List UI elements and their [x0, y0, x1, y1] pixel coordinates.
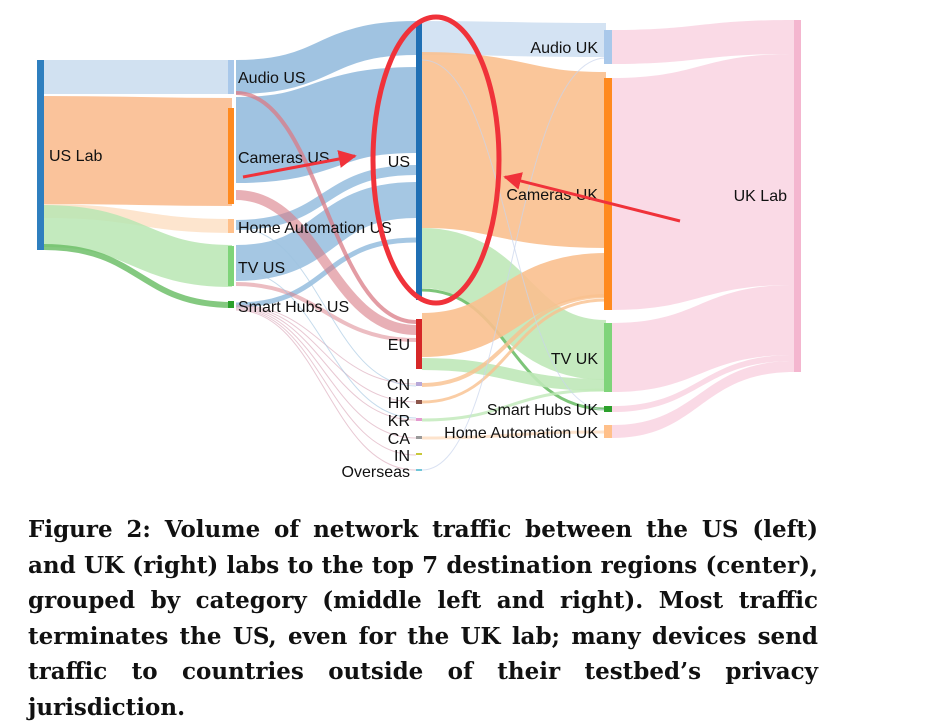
node-bar-home-uk — [604, 425, 612, 438]
link-thin-4 — [235, 307, 417, 439]
link-us-cameras-uk — [420, 52, 607, 248]
link-home-us-us — [235, 165, 417, 230]
link-hk-cameras-uk — [421, 298, 607, 404]
label-cn: CN — [387, 377, 410, 394]
node-bar-in — [416, 453, 422, 455]
node-bar-audio-uk — [604, 30, 612, 64]
annotation-ellipse — [370, 14, 502, 306]
label-cameras-uk: Cameras UK — [506, 187, 598, 204]
label-audio-us: Audio US — [238, 70, 306, 87]
link-thin-uk-1 — [421, 59, 607, 411]
label-home-us: Home Automation US — [238, 220, 392, 237]
link-thin-7 — [235, 227, 417, 387]
link-us-lab-tv-us — [43, 205, 233, 287]
link-hubs-uk-uk-lab — [612, 355, 794, 412]
node-labels: US Lab Audio US Cameras US Home Automati… — [49, 40, 787, 481]
link-us-lab-cameras-us — [43, 96, 233, 206]
links-us-categories — [235, 21, 417, 471]
link-audio-us-eu — [235, 91, 417, 324]
label-hubs-us: Smart Hubs US — [238, 299, 349, 316]
link-thin-3 — [235, 306, 417, 421]
label-overseas: Overseas — [342, 464, 410, 481]
label-uk-lab: UK Lab — [734, 188, 787, 205]
label-hk: HK — [388, 395, 411, 412]
link-thin-6 — [235, 309, 417, 471]
node-bar-home-us — [228, 219, 234, 233]
node-bar-us-lab — [37, 60, 44, 250]
link-thin-8 — [235, 269, 417, 419]
link-home-uk-uk-lab — [612, 361, 794, 438]
label-us-lab: US Lab — [49, 148, 102, 165]
link-thin-2 — [235, 305, 417, 403]
label-kr: KR — [388, 413, 410, 430]
link-tv-uk-uk-lab — [612, 285, 794, 392]
node-bar-us — [416, 22, 422, 300]
node-bar-cameras-us — [228, 108, 234, 204]
annotation-overlay — [242, 14, 681, 306]
link-us-lab-hubs-us — [43, 244, 233, 308]
label-ca: CA — [388, 431, 411, 448]
node-bar-ca — [416, 436, 422, 439]
link-us-audio-uk — [421, 21, 607, 57]
link-tv-us-us — [235, 182, 417, 281]
label-tv-uk: TV UK — [551, 351, 598, 368]
annotation-arrow-left — [242, 150, 357, 179]
node-bar-audio-us — [228, 60, 234, 94]
node-bar-eu — [416, 319, 422, 369]
link-cameras-us-us — [235, 67, 417, 183]
label-eu: EU — [388, 337, 410, 354]
node-bar-tv-us — [228, 246, 234, 286]
link-thin-5 — [235, 308, 417, 456]
label-in: IN — [394, 448, 410, 465]
node-bar-kr — [416, 418, 422, 421]
node-bar-cn — [416, 382, 422, 386]
node-bar-tv-uk — [604, 323, 612, 392]
links-uk-lab — [612, 20, 794, 438]
link-kr-tv-uk — [421, 388, 607, 422]
annotation-arrow-right — [503, 172, 681, 223]
node-bar-hubs-us — [228, 301, 234, 308]
node-bars — [37, 20, 801, 471]
links-uk-categories — [420, 21, 608, 471]
link-eu-tv-uk — [421, 358, 607, 391]
node-bar-hubs-uk — [604, 406, 612, 412]
node-bar-cameras-uk — [604, 78, 612, 310]
label-tv-us: TV US — [238, 260, 285, 277]
links-us-lab — [43, 59, 233, 308]
label-cameras-us: Cameras US — [238, 150, 330, 167]
node-bar-uk-lab — [794, 20, 801, 372]
label-audio-uk: Audio UK — [530, 40, 598, 57]
node-bar-hk — [416, 400, 422, 404]
link-cn-cameras-uk — [421, 294, 607, 387]
link-audio-uk-uk-lab — [612, 20, 794, 64]
node-bar-overseas — [416, 469, 422, 471]
link-tv-us-eu — [235, 282, 417, 342]
label-us: US — [388, 154, 410, 171]
figure-caption: Figure 2: Volume of network traffic betw… — [28, 516, 818, 721]
label-home-uk: Home Automation UK — [444, 425, 598, 442]
label-hubs-uk: Smart Hubs UK — [487, 402, 598, 419]
link-audio-us-us — [235, 21, 417, 94]
link-ca-home-uk — [421, 430, 607, 440]
link-cameras-us-eu — [235, 190, 417, 335]
link-cameras-uk-uk-lab — [612, 54, 794, 310]
sankey-diagram: US Lab Audio US Cameras US Home Automati… — [37, 14, 801, 481]
link-thin-uk-2 — [421, 57, 607, 471]
link-eu-cameras-uk — [421, 253, 607, 357]
